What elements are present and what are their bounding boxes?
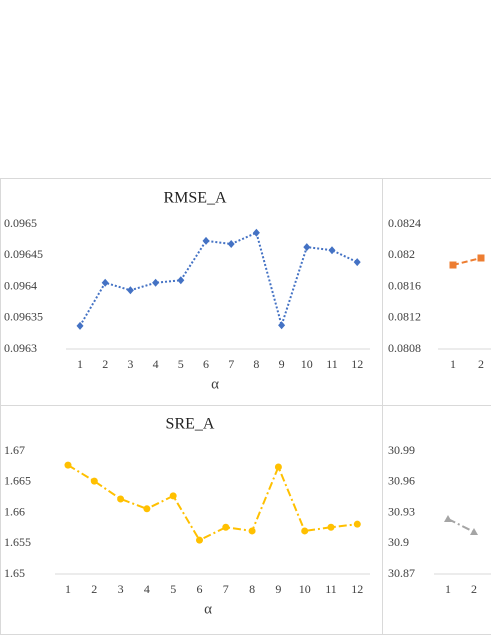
x-tick-label: 7	[228, 357, 234, 371]
marker	[143, 505, 151, 513]
y-tick-label: 30.96	[388, 474, 415, 488]
y-tick-label: 1.65	[4, 566, 25, 580]
marker	[101, 278, 109, 287]
marker	[449, 261, 457, 269]
marker	[227, 240, 235, 248]
marker	[278, 321, 286, 330]
y-tick-label: 0.0964	[4, 278, 37, 292]
marker	[328, 246, 336, 255]
panel	[0, 178, 383, 406]
y-tick-label: 0.0812	[388, 310, 421, 324]
marker	[202, 236, 210, 245]
marker	[90, 477, 98, 485]
y-tick-label: 0.09635	[4, 310, 43, 324]
marker	[196, 536, 203, 544]
marker	[64, 461, 72, 469]
y-tick-label: 30.87	[388, 566, 415, 580]
marker	[274, 463, 282, 471]
series-line	[452, 257, 482, 266]
series-line	[447, 518, 475, 533]
y-tick-label: 0.0816	[388, 278, 421, 292]
y-tick-label: 30.9	[388, 535, 409, 549]
y-tick-label: 0.082	[388, 247, 415, 261]
x-tick-label: 3	[118, 582, 124, 596]
x-tick-label: 8	[253, 357, 259, 371]
x-tick-label: 4	[153, 357, 159, 371]
marker	[248, 527, 256, 535]
x-tick-label: 6	[197, 582, 203, 596]
marker	[252, 228, 260, 237]
marker	[177, 276, 185, 285]
x-tick-label: 3	[127, 357, 133, 371]
y-tick-label: 1.67	[4, 443, 25, 457]
panel	[0, 405, 383, 635]
x-tick-label: 1	[65, 582, 71, 596]
x-tick-label: 2	[478, 357, 484, 371]
x-axis-label: α	[211, 376, 219, 392]
x-tick-label: 11	[325, 582, 337, 596]
y-tick-label: 30.93	[388, 504, 415, 518]
x-tick-label: 2	[471, 582, 477, 596]
marker	[303, 243, 311, 252]
marker	[117, 495, 125, 503]
marker	[169, 492, 177, 500]
y-tick-label: 0.0965	[4, 216, 37, 230]
x-tick-label: 1	[77, 357, 83, 371]
marker	[444, 514, 452, 522]
x-tick-label: 5	[178, 357, 184, 371]
marker	[301, 527, 309, 535]
marker	[470, 527, 478, 535]
x-tick-label: 10	[301, 357, 313, 371]
x-tick-label: 5	[170, 582, 176, 596]
y-tick-label: 1.665	[4, 474, 31, 488]
marker	[353, 258, 361, 267]
y-tick-label: 0.0808	[388, 341, 421, 355]
series-line	[79, 231, 358, 329]
y-tick-label: 1.66	[4, 504, 25, 518]
x-tick-label: 10	[299, 582, 311, 596]
x-tick-label: 12	[351, 582, 363, 596]
series-line	[67, 464, 358, 542]
x-tick-label: 12	[351, 357, 363, 371]
panel	[382, 405, 491, 635]
x-tick-label: 9	[279, 357, 285, 371]
chart-title: SRE_A	[166, 416, 215, 433]
chart-title: RMSE_A	[163, 190, 227, 207]
x-tick-label: 4	[144, 582, 150, 596]
x-tick-label: 9	[275, 582, 281, 596]
marker	[327, 523, 335, 531]
x-tick-label: 7	[223, 582, 229, 596]
y-tick-label: 30.99	[388, 443, 415, 457]
marker	[152, 278, 160, 287]
marker	[222, 523, 230, 531]
marker	[126, 286, 134, 295]
x-tick-label: 1	[445, 582, 451, 596]
y-tick-label: 0.09645	[4, 247, 43, 261]
x-tick-label: 11	[326, 357, 338, 371]
x-tick-label: 6	[203, 357, 209, 371]
y-tick-label: 1.655	[4, 535, 31, 549]
x-tick-label: 1	[450, 357, 456, 371]
x-axis-label: α	[204, 601, 212, 617]
y-tick-label: 0.0824	[388, 216, 421, 230]
marker	[76, 321, 84, 330]
x-tick-label: 2	[102, 357, 108, 371]
x-tick-label: 8	[249, 582, 255, 596]
y-tick-label: 0.0963	[4, 341, 37, 355]
x-tick-label: 2	[91, 582, 97, 596]
marker	[477, 254, 485, 262]
marker	[353, 520, 361, 528]
